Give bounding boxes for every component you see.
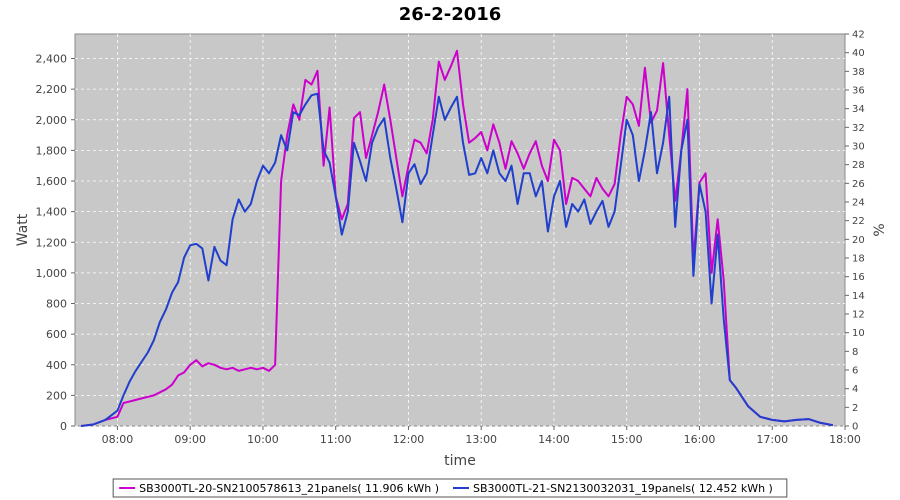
y2-tick-label: 12 [852, 310, 865, 321]
y-tick-label: 200 [46, 389, 67, 402]
y2-tick-label: 16 [852, 272, 865, 283]
y-tick-label: 2,400 [36, 53, 68, 66]
x-tick-label: 13:00 [465, 433, 497, 446]
y-tick-label: 1,800 [36, 144, 68, 157]
y2-tick-label: 30 [852, 142, 865, 153]
y2-tick-label: 24 [852, 198, 865, 209]
y-tick-label: 800 [46, 298, 67, 311]
y-tick-label: 1,200 [36, 236, 68, 249]
legend-label-2: SB3000TL-21-SN2130032031_19panels( 12.45… [473, 482, 773, 495]
y2-tick-label: 4 [852, 384, 858, 395]
series-lines [80, 49, 834, 427]
y-tick-label: 2,000 [36, 114, 68, 127]
y2-tick-label: 26 [852, 179, 865, 190]
y-tick-label: 400 [46, 359, 67, 372]
legend-label-1: SB3000TL-20-SN2100578613_21panels( 11.90… [139, 482, 439, 495]
y-tick-label: 1,000 [36, 267, 68, 280]
legend: SB3000TL-20-SN2100578613_21panels( 11.90… [112, 478, 788, 498]
y2-tick-label: 18 [852, 254, 865, 265]
y2-tick-label: 0 [852, 422, 858, 433]
x-tick-label: 12:00 [393, 433, 425, 446]
y2-tick-label: 34 [852, 104, 865, 115]
y2-tick-label: 32 [852, 123, 865, 134]
y-tick-label: 600 [46, 328, 67, 341]
y2-tick-label: 36 [852, 86, 865, 97]
y2-axis-label: % [872, 223, 888, 236]
x-tick-label: 16:00 [684, 433, 716, 446]
y-tick-label: 1,600 [36, 175, 68, 188]
series-line-2 [80, 92, 834, 427]
x-tick-label: 18:00 [829, 433, 861, 446]
chart-title: 26-2-2016 [399, 4, 502, 25]
y-axis-label: Watt [15, 213, 31, 246]
x-tick-label: 17:00 [756, 433, 788, 446]
y-tick-label: 0 [60, 420, 67, 433]
y2-tick-label: 10 [852, 328, 865, 339]
y2-tick-label: 40 [852, 48, 865, 59]
x-tick-label: 14:00 [538, 433, 570, 446]
y2-tick-label: 38 [852, 67, 865, 78]
x-tick-label: 08:00 [102, 433, 134, 446]
x-tick-label: 10:00 [247, 433, 279, 446]
x-tick-label: 11:00 [320, 433, 352, 446]
y-tick-label: 2,200 [36, 83, 68, 96]
legend-box [112, 478, 788, 498]
y2-tick-label: 14 [852, 291, 865, 302]
y-tick-label: 1,400 [36, 206, 68, 219]
y2-tick-label: 6 [852, 366, 858, 377]
x-tick-label: 15:00 [611, 433, 643, 446]
y2-tick-label: 8 [852, 347, 858, 358]
y2-tick-label: 22 [852, 216, 865, 227]
y2-tick-label: 42 [852, 30, 865, 41]
axes: 02004006008001,0001,2001,4001,6001,8002,… [36, 30, 865, 447]
gridlines [75, 34, 845, 427]
y2-tick-label: 2 [852, 403, 858, 414]
y2-tick-label: 20 [852, 235, 865, 246]
y2-tick-label: 28 [852, 160, 865, 171]
x-tick-label: 09:00 [174, 433, 206, 446]
x-axis-label: time [444, 453, 476, 469]
